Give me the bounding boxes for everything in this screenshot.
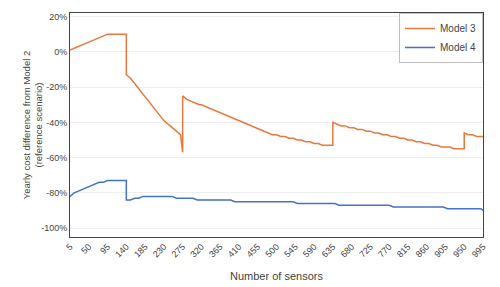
svg-text:590: 590 <box>301 242 319 260</box>
svg-text:995: 995 <box>470 242 488 260</box>
svg-text:680: 680 <box>338 242 356 260</box>
svg-text:275: 275 <box>170 242 188 260</box>
svg-text:0%: 0% <box>54 47 67 57</box>
svg-text:860: 860 <box>414 242 432 260</box>
svg-text:905: 905 <box>432 242 450 260</box>
svg-text:950: 950 <box>451 242 469 260</box>
svg-text:815: 815 <box>395 242 413 260</box>
svg-text:95: 95 <box>98 242 112 256</box>
svg-text:545: 545 <box>282 242 300 260</box>
svg-text:-20%: -20% <box>46 82 67 92</box>
svg-text:635: 635 <box>320 242 338 260</box>
svg-text:770: 770 <box>376 242 394 260</box>
svg-text:455: 455 <box>245 242 263 260</box>
svg-text:20%: 20% <box>49 12 67 22</box>
svg-text:140: 140 <box>113 242 131 260</box>
svg-text:-80%: -80% <box>46 188 67 198</box>
svg-text:Number of sensors: Number of sensors <box>230 270 323 282</box>
svg-text:320: 320 <box>188 242 206 260</box>
svg-text:Model 4: Model 4 <box>440 42 476 53</box>
svg-text:5: 5 <box>64 242 75 253</box>
svg-text:-100%: -100% <box>41 223 67 233</box>
svg-text:500: 500 <box>263 242 281 260</box>
svg-text:-40%: -40% <box>46 118 67 128</box>
svg-text:365: 365 <box>207 242 225 260</box>
svg-text:-60%: -60% <box>46 153 67 163</box>
svg-text:Model 3: Model 3 <box>440 23 476 34</box>
svg-text:185: 185 <box>132 242 150 260</box>
svg-text:Yearly cost difference from Mo: Yearly cost difference from Model 2(refe… <box>21 51 44 199</box>
svg-text:410: 410 <box>226 242 244 260</box>
svg-text:725: 725 <box>357 242 375 260</box>
svg-text:50: 50 <box>79 242 93 256</box>
svg-text:230: 230 <box>151 242 169 260</box>
